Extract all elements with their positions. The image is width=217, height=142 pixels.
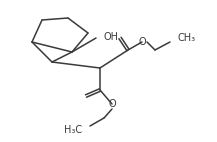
- Text: O: O: [108, 99, 116, 109]
- Text: H₃C: H₃C: [64, 125, 82, 135]
- Text: CH₃: CH₃: [178, 33, 196, 43]
- Text: OH: OH: [103, 32, 118, 42]
- Text: O: O: [138, 37, 146, 47]
